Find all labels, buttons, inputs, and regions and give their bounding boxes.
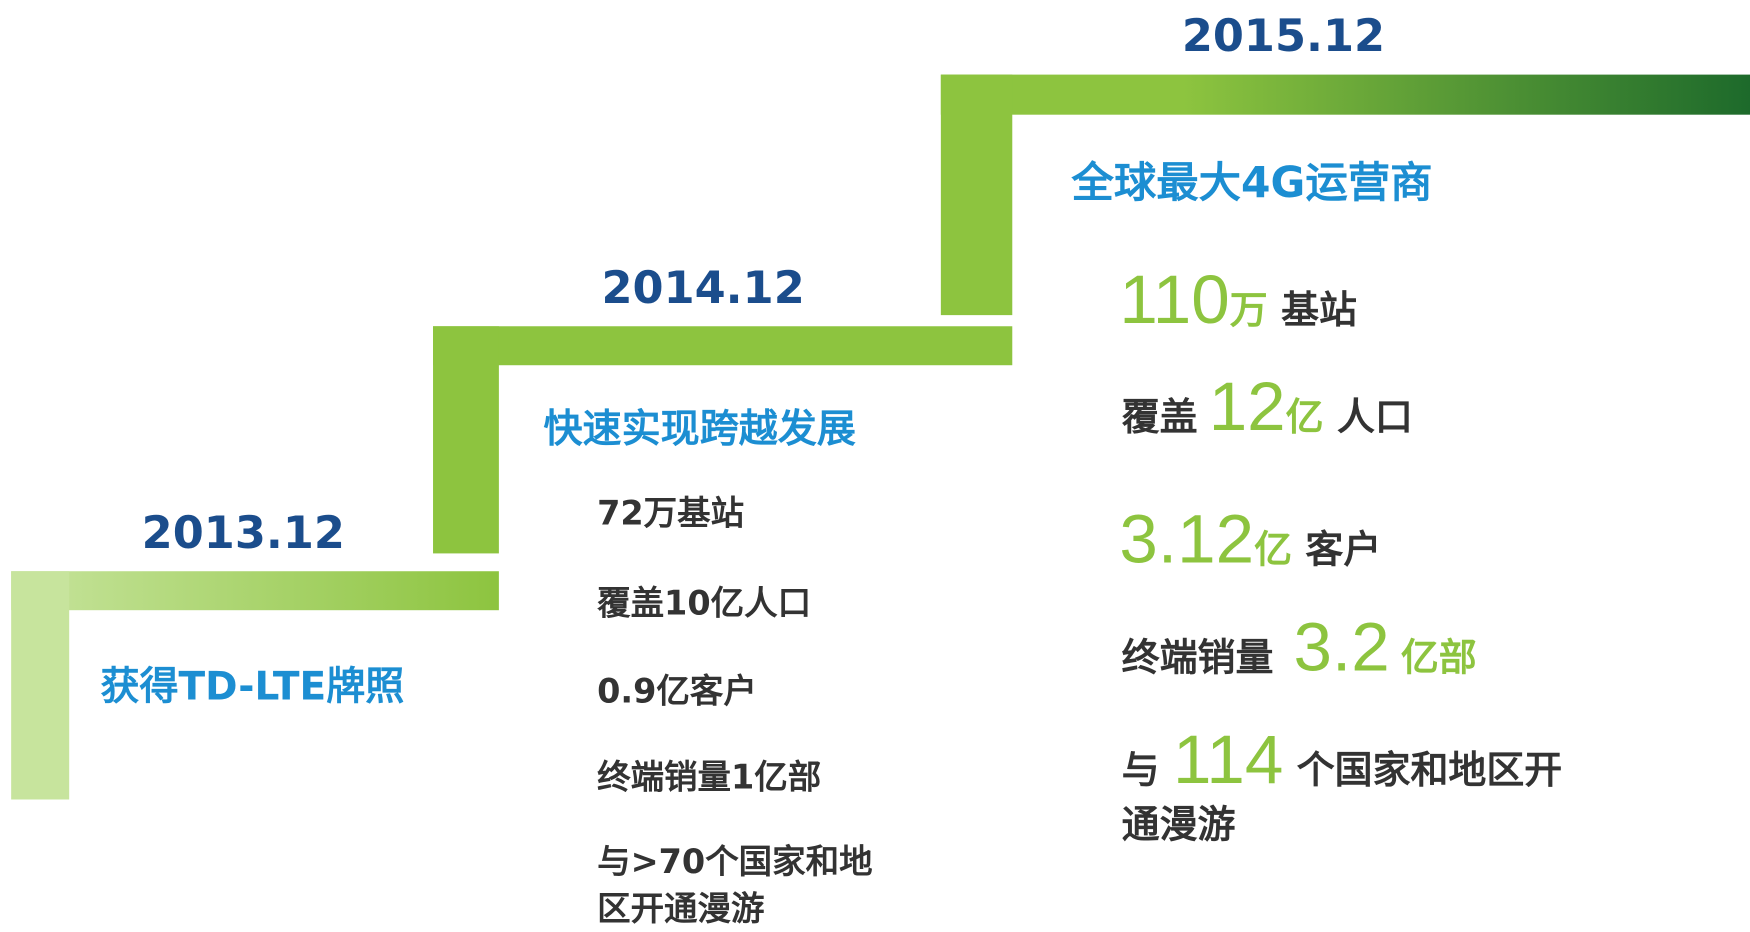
step1-bar xyxy=(11,571,499,611)
title: 全球最大4G运营商 xyxy=(1070,158,1432,207)
step3-post xyxy=(940,74,1013,316)
item: 区开通漫游 xyxy=(597,889,764,928)
number: 3.2 xyxy=(1293,607,1389,685)
item: 3.12亿 客户 xyxy=(1119,499,1381,577)
step2-post xyxy=(433,326,499,554)
item: 与>70个国家和地 xyxy=(597,842,873,881)
text: 覆盖 xyxy=(1122,395,1198,439)
unit: 万 xyxy=(1230,288,1268,332)
item: 与 114 个国家和地区开 xyxy=(1122,720,1563,798)
title: 获得TD-LTE牌照 xyxy=(100,664,404,709)
item: 110万 基站 xyxy=(1119,260,1357,338)
unit: 亿 xyxy=(1286,395,1324,439)
title: 快速实现跨越发展 xyxy=(544,407,856,452)
text: 个国家和地区开 xyxy=(1297,748,1563,792)
text: 基站 xyxy=(1281,288,1357,332)
number: 3.12 xyxy=(1119,499,1254,577)
date: 2013.12 xyxy=(142,507,345,559)
step1-post xyxy=(11,571,70,800)
text: 终端销量 xyxy=(1122,635,1274,679)
text: 人口 xyxy=(1337,395,1413,439)
item: 覆盖 12亿 人口 xyxy=(1122,367,1413,445)
unit: 亿 xyxy=(1254,527,1292,571)
item: 终端销量 3.2 亿部 xyxy=(1122,607,1477,685)
step3-bar xyxy=(940,74,1750,115)
item: 覆盖10亿人口 xyxy=(597,584,811,623)
number: 110 xyxy=(1119,260,1229,338)
item: 通漫游 xyxy=(1122,802,1236,846)
number: 12 xyxy=(1209,367,1286,445)
item: 终端销量1亿部 xyxy=(597,757,821,796)
unit: 亿部 xyxy=(1401,635,1477,679)
item: 0.9亿客户 xyxy=(597,672,757,711)
text: 与 xyxy=(1122,748,1160,792)
item: 72万基站 xyxy=(597,493,744,532)
step2-bar xyxy=(433,326,1013,366)
date: 2015.12 xyxy=(1182,10,1385,62)
date: 2014.12 xyxy=(601,262,804,314)
number: 114 xyxy=(1173,720,1283,798)
text: 客户 xyxy=(1305,527,1381,571)
